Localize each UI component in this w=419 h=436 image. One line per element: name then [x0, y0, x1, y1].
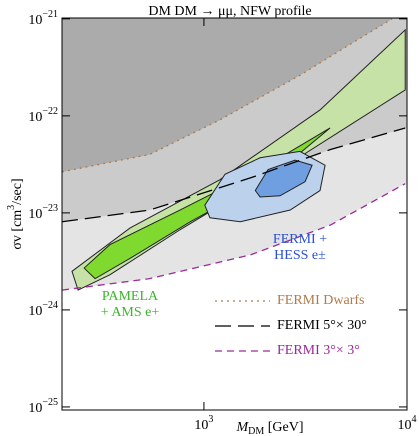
- contour-region: [254, 159, 313, 198]
- excluded-region: [62, 18, 407, 172]
- y-tick-label: 10−21: [28, 9, 58, 28]
- y-tick-label: 10−22: [28, 106, 58, 125]
- annotation: FERMI +: [273, 232, 327, 247]
- plot-frame: [61, 17, 408, 411]
- annotation: PAMELA: [102, 289, 159, 304]
- y-tick-label: 10−24: [28, 300, 58, 319]
- legend-label: FERMI Dwarfs: [277, 293, 365, 308]
- x-axis-label: MDM [GeV]: [235, 420, 303, 436]
- x-tick-label: 104: [398, 414, 417, 433]
- y-axis-label: σv [cm3/sec]: [6, 178, 25, 249]
- plot-area: [62, 18, 407, 291]
- y-tick-label: 10−25: [28, 397, 58, 416]
- x-tick-label: 103: [194, 414, 213, 433]
- limit-line: [62, 18, 393, 173]
- annotation: HESS e±: [274, 248, 326, 263]
- chart-title: DM DM → μμ, NFW profile: [148, 4, 311, 19]
- annotation: + AMS e+: [101, 305, 160, 320]
- limit-line: [62, 127, 406, 223]
- limit-line: [62, 183, 406, 291]
- legend-label: FERMI 3°× 3°: [277, 343, 360, 358]
- y-tick-label: 10−23: [28, 203, 58, 222]
- legend-label: FERMI 5°× 30°: [277, 318, 367, 333]
